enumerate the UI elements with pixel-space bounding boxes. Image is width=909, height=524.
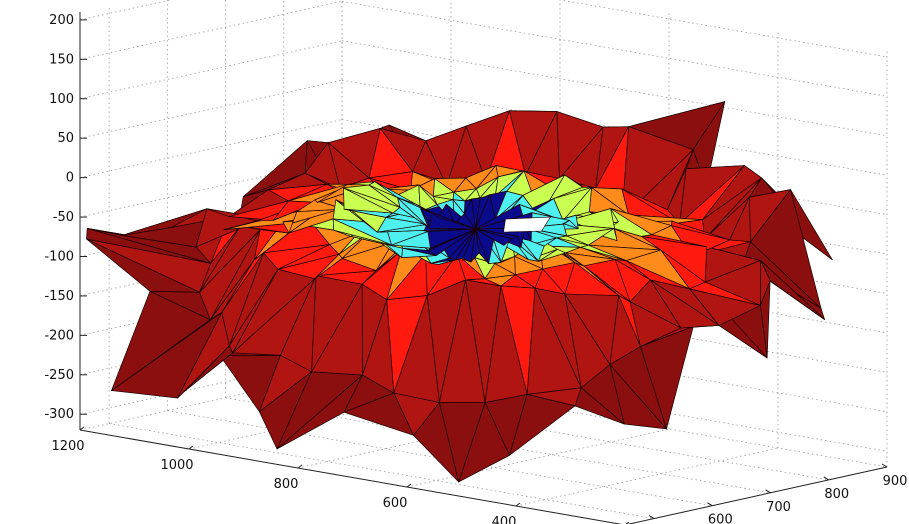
grid-line-z	[558, 0, 888, 58]
x-axis-line	[79, 429, 623, 524]
axis-lines	[79, 12, 888, 524]
grid-line-x	[515, 447, 779, 507]
x-tick-mark	[79, 426, 85, 431]
y-tick-label: 700	[766, 500, 791, 515]
x-tick-mark	[297, 464, 303, 469]
z-tick-label: -50	[53, 210, 74, 225]
grid-line-z	[341, 40, 888, 137]
y-tick-label: 800	[824, 487, 849, 502]
y-tick-label: 900	[883, 474, 908, 489]
grid-line-z	[341, 0, 888, 97]
y-axis-line	[627, 466, 888, 524]
surface-hole	[503, 216, 552, 233]
z-tick-label: -300	[44, 407, 74, 422]
tick-labels: 200150100500-50-100-150-200-250-30020040…	[44, 13, 907, 524]
x-tick-label: 1200	[51, 439, 84, 454]
x-tick-label: 1000	[160, 458, 193, 473]
grid-line-z	[79, 40, 343, 100]
z-tick-label: -250	[44, 368, 74, 383]
grid-line-z	[79, 0, 172, 21]
x-tick-label: 400	[492, 515, 517, 524]
z-tick-label: -100	[44, 249, 74, 264]
z-tick-label: 200	[49, 13, 74, 28]
x-tick-mark	[188, 445, 194, 450]
z-tick-label: -200	[44, 328, 74, 343]
z-tick-label: 150	[49, 52, 74, 67]
y-tick-label: 600	[708, 513, 733, 524]
x-tick-mark	[406, 483, 412, 488]
y-tick-mark	[823, 476, 830, 481]
x-tick-label: 600	[383, 496, 408, 511]
y-tick-mark	[707, 502, 713, 507]
surface-mesh	[86, 101, 833, 483]
x-tick-mark	[515, 502, 521, 507]
y-tick-mark	[765, 489, 771, 494]
grid-line-z	[79, 0, 343, 60]
z-tick-label: 50	[57, 131, 74, 146]
surface-triangle	[431, 212, 476, 230]
x-tick-label: 800	[274, 477, 299, 492]
z-tick-label: 0	[66, 171, 74, 186]
z-tick-label: -150	[44, 289, 74, 304]
y-tick-mark	[881, 463, 888, 468]
z-tick-label: 100	[49, 92, 74, 107]
grid-line-z	[79, 79, 343, 139]
y-tick-mark	[648, 515, 655, 519]
